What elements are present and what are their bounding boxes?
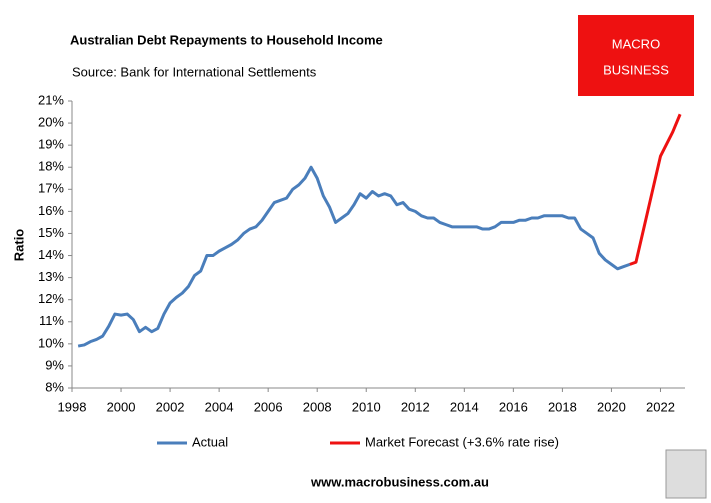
y-tick-label: 15% — [38, 225, 64, 240]
y-tick-label: 14% — [38, 247, 64, 262]
y-tick-label: 18% — [38, 159, 64, 174]
y-tick-label: 21% — [38, 92, 64, 107]
x-tick-label: 2012 — [401, 399, 430, 414]
logo-text: MACRO — [612, 36, 660, 51]
x-tick-label: 2022 — [646, 399, 675, 414]
y-tick-label: 17% — [38, 181, 64, 196]
x-tick-label: 2020 — [597, 399, 626, 414]
y-tick-label: 8% — [45, 379, 64, 394]
legend-label: Actual — [192, 434, 228, 449]
chart-subtitle: Source: Bank for International Settlemen… — [72, 64, 317, 79]
legend-label: Market Forecast (+3.6% rate rise) — [365, 434, 559, 449]
x-tick-label: 2006 — [254, 399, 283, 414]
y-tick-label: 11% — [39, 313, 64, 328]
x-tick-label: 2008 — [303, 399, 332, 414]
series-line — [77, 165, 631, 348]
x-tick-label: 2002 — [156, 399, 185, 414]
y-tick-label: 20% — [38, 115, 64, 130]
x-tick-label: 1998 — [58, 399, 87, 414]
footer: www.macrobusiness.com.au — [310, 474, 489, 489]
y-tick-label: 13% — [38, 269, 64, 284]
logo-box — [578, 15, 694, 96]
y-tick-label: 10% — [38, 335, 64, 350]
x-tick-label: 2004 — [205, 399, 234, 414]
y-tick-label: 16% — [38, 203, 64, 218]
x-tick-label: 2018 — [548, 399, 577, 414]
x-tick-label: 2000 — [107, 399, 136, 414]
y-axis-label: Ratio — [11, 229, 26, 262]
x-tick-label: 2014 — [450, 399, 479, 414]
logo-text: BUSINESS — [603, 62, 669, 77]
x-tick-label: 2010 — [352, 399, 381, 414]
chart-title: Australian Debt Repayments to Household … — [70, 32, 383, 47]
y-tick-label: 12% — [38, 291, 64, 306]
logo-image — [665, 449, 707, 499]
y-tick-label: 9% — [45, 357, 64, 372]
y-tick-label: 19% — [38, 137, 64, 152]
series-line — [629, 113, 682, 266]
x-tick-label: 2016 — [499, 399, 528, 414]
